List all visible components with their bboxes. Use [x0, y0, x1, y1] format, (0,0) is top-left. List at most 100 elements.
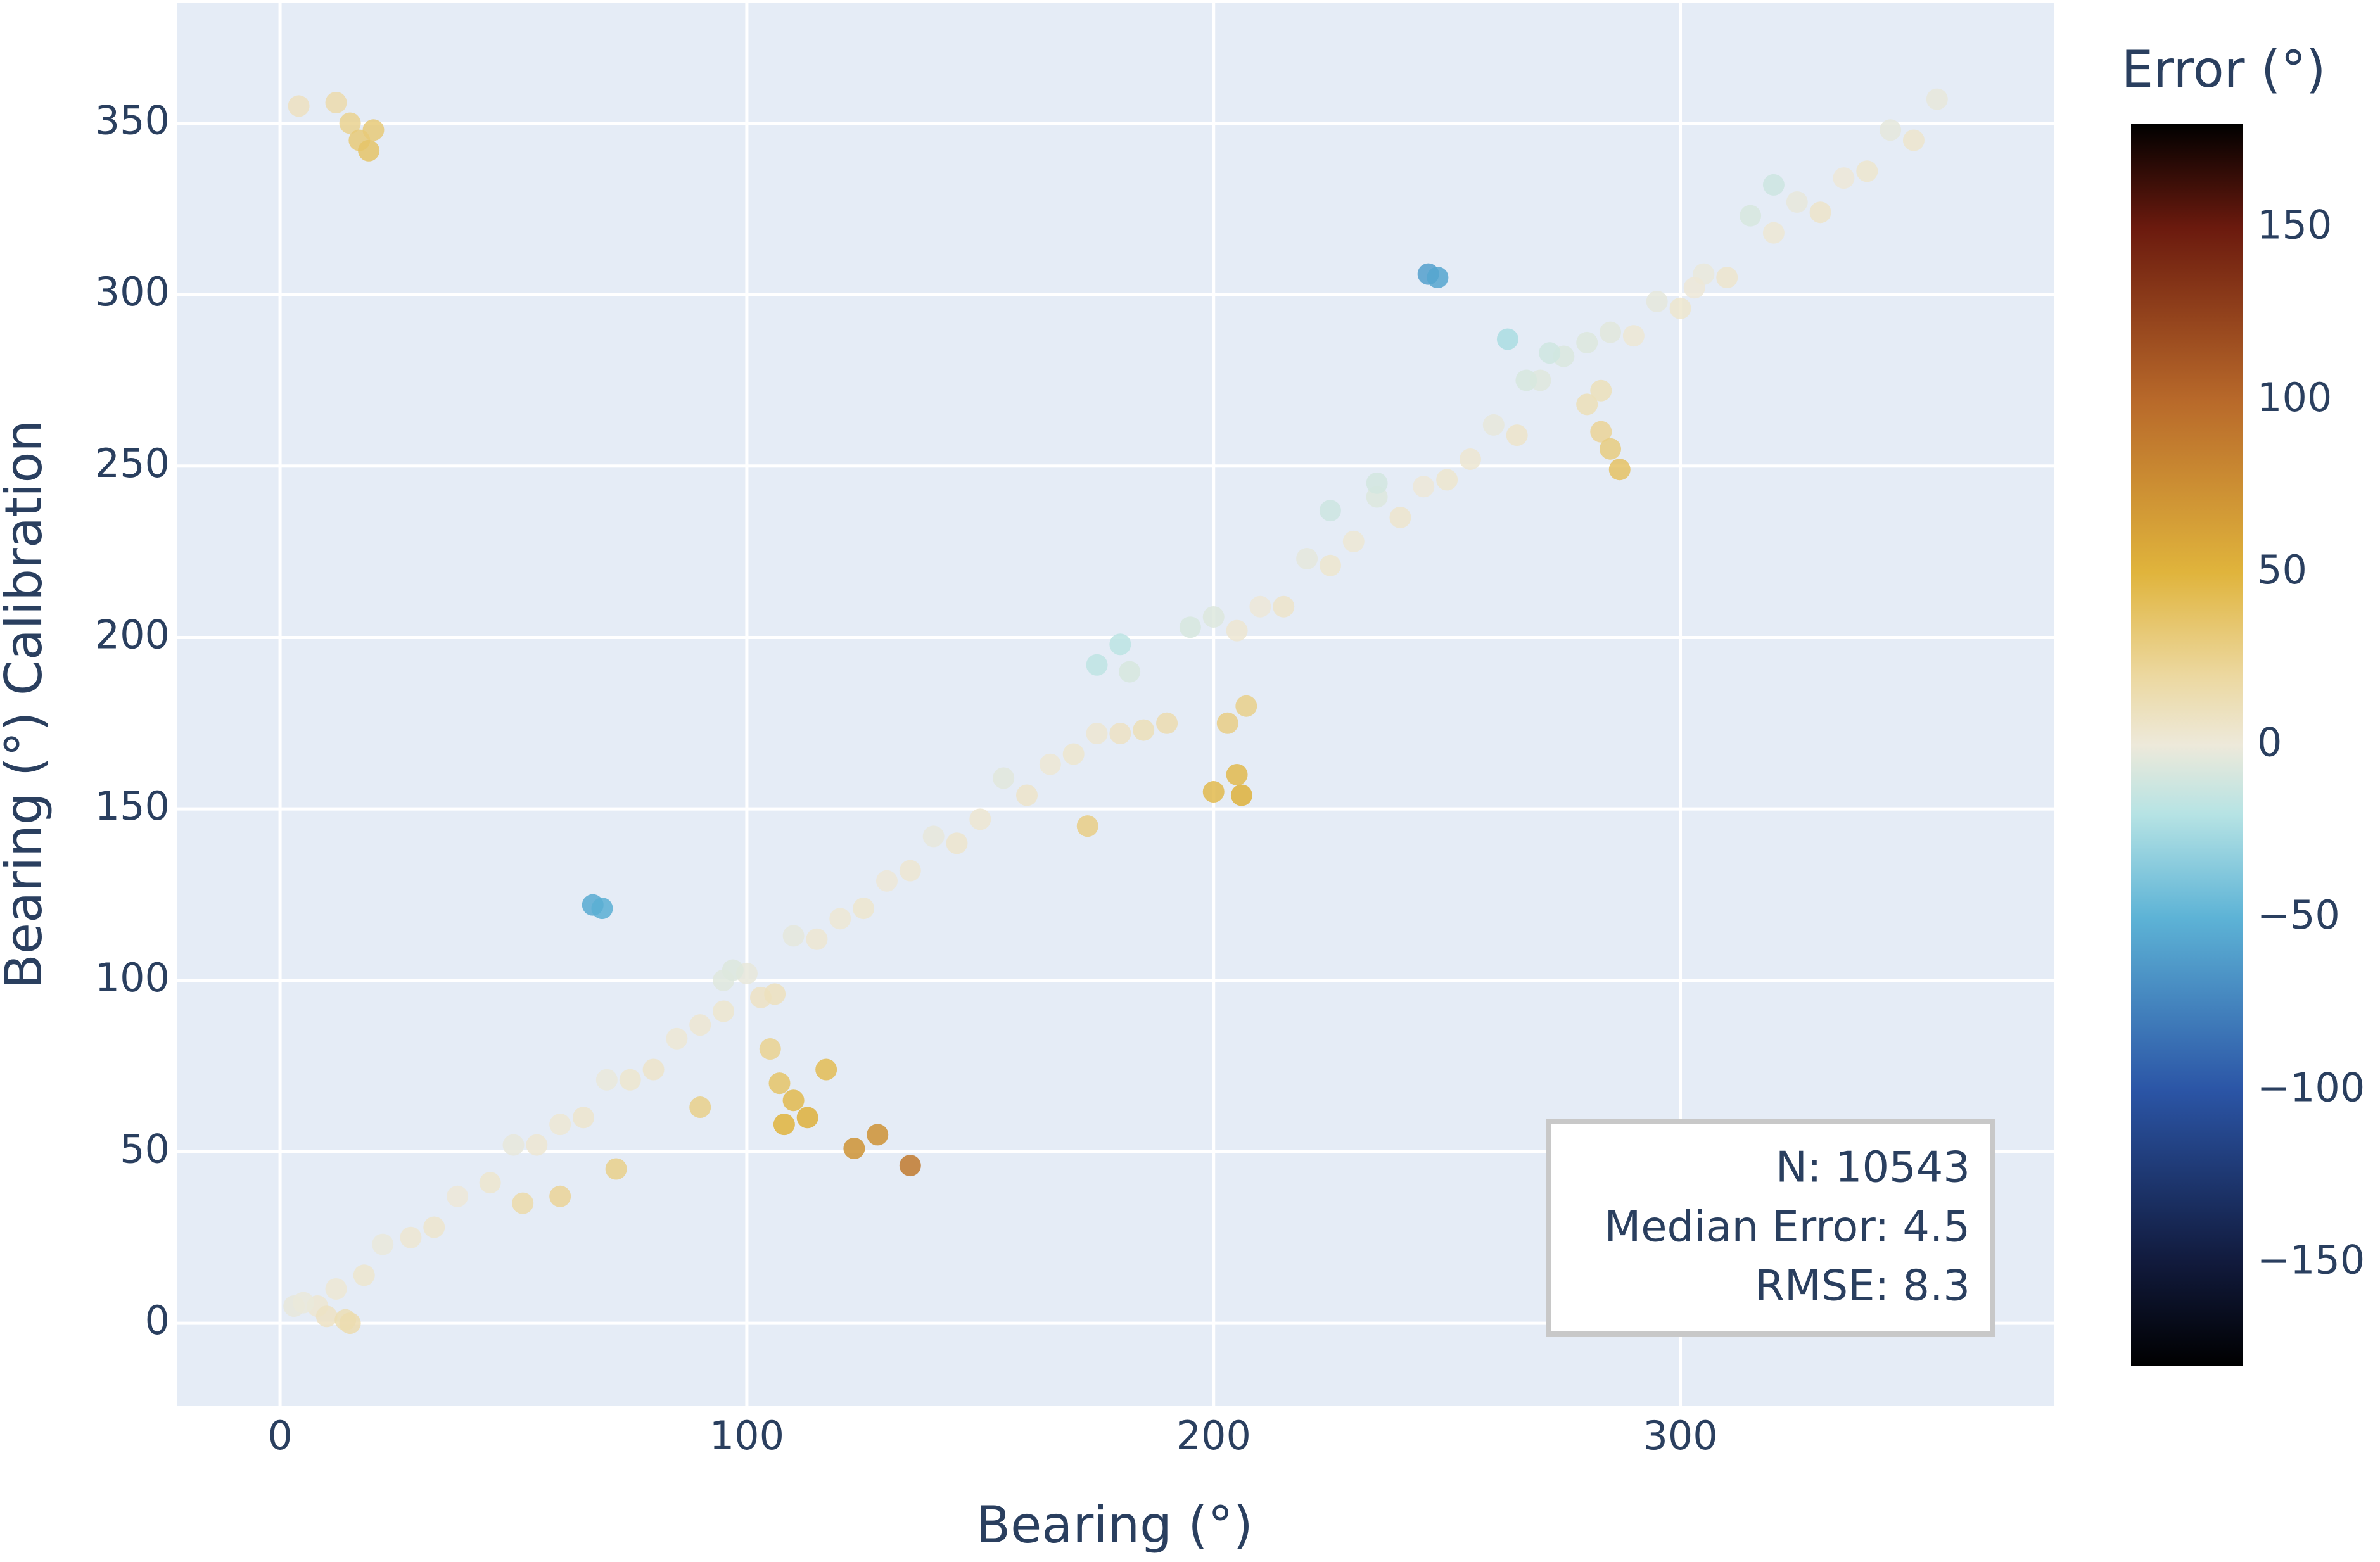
point [1319, 554, 1341, 576]
point [829, 908, 851, 930]
annotation-box [1546, 1119, 1995, 1337]
point [1622, 325, 1645, 347]
point [768, 1072, 791, 1095]
point [666, 1027, 688, 1050]
point [1202, 781, 1225, 803]
point [922, 825, 945, 848]
x-tick-label: 0 [267, 1413, 292, 1459]
x-tick-label: 200 [1176, 1413, 1251, 1459]
y-tick-label: 200 [95, 612, 170, 658]
point [549, 1114, 571, 1136]
point [1833, 167, 1855, 189]
point [512, 1192, 534, 1214]
point [1926, 88, 1948, 110]
point [358, 139, 380, 162]
point [1413, 476, 1435, 498]
point [1076, 815, 1098, 837]
point [899, 1155, 921, 1177]
point [1235, 695, 1257, 717]
point [1039, 753, 1061, 775]
point [423, 1216, 445, 1238]
colorbar-tick-label: 100 [2257, 374, 2332, 421]
point [642, 1058, 665, 1081]
point [1762, 222, 1785, 244]
point [339, 1312, 361, 1335]
point [1179, 616, 1201, 638]
point [1590, 421, 1612, 443]
point [1716, 267, 1738, 289]
point [1809, 201, 1831, 224]
point [447, 1185, 469, 1207]
point [782, 925, 805, 947]
point [1590, 379, 1612, 402]
point [526, 1134, 548, 1156]
point [796, 1107, 818, 1129]
point [339, 112, 361, 134]
point [875, 870, 898, 892]
point [1342, 530, 1365, 552]
point [502, 1134, 525, 1156]
point [815, 1058, 837, 1081]
point [1600, 321, 1622, 343]
point [1786, 191, 1808, 213]
annotation-line: RMSE: 8.3 [1755, 1261, 1970, 1311]
point [1683, 277, 1705, 299]
point [362, 119, 385, 141]
point [1576, 331, 1598, 353]
point [1669, 297, 1691, 319]
colorbar-tick-label: 150 [2257, 202, 2332, 248]
point [1902, 129, 1925, 151]
x-axis-title: Bearing (°) [976, 1495, 1253, 1554]
point [1296, 547, 1318, 569]
point [713, 1000, 735, 1022]
point [591, 898, 613, 920]
y-tick-label: 300 [95, 269, 170, 315]
point [595, 1069, 618, 1091]
point [372, 1233, 394, 1255]
y-tick-label: 350 [95, 98, 170, 144]
colorbar-tick-label: −100 [2257, 1064, 2365, 1110]
point [1119, 661, 1141, 683]
point [353, 1264, 375, 1286]
y-tick-label: 50 [120, 1126, 170, 1172]
point [689, 1014, 711, 1036]
y-tick-label: 250 [95, 440, 170, 486]
point [1062, 743, 1085, 765]
point [479, 1172, 501, 1194]
point [1539, 342, 1561, 364]
point [1762, 174, 1785, 196]
point [759, 1038, 781, 1060]
point [1482, 414, 1505, 436]
annotation-line: Median Error: 4.5 [1604, 1202, 1970, 1252]
point [1226, 619, 1248, 642]
colorbar-tick-label: 0 [2257, 720, 2282, 766]
point [867, 1124, 889, 1146]
point [1216, 712, 1238, 734]
point [1459, 448, 1481, 470]
point [899, 860, 921, 882]
y-tick-label: 150 [95, 783, 170, 829]
colorbar-tick-label: 50 [2257, 547, 2307, 593]
point [1086, 654, 1108, 676]
point [1230, 784, 1252, 806]
point [1740, 205, 1762, 227]
point [1427, 267, 1449, 289]
x-tick-label: 300 [1643, 1413, 1717, 1459]
point [292, 1292, 314, 1314]
point [1273, 595, 1295, 618]
point [1202, 606, 1225, 628]
point [1319, 500, 1341, 522]
colorbar-title: Error (°) [2122, 40, 2326, 99]
point [1436, 469, 1458, 491]
point [1366, 472, 1388, 494]
point [1109, 633, 1131, 656]
point [619, 1069, 641, 1091]
point [782, 1089, 805, 1112]
point [764, 983, 786, 1005]
colorbar-tick-label: −50 [2257, 892, 2340, 938]
point [1086, 723, 1108, 745]
point [969, 808, 991, 830]
annotation-line: N: 10543 [1776, 1143, 1970, 1192]
colorbar-tick-label: −150 [2257, 1237, 2365, 1283]
